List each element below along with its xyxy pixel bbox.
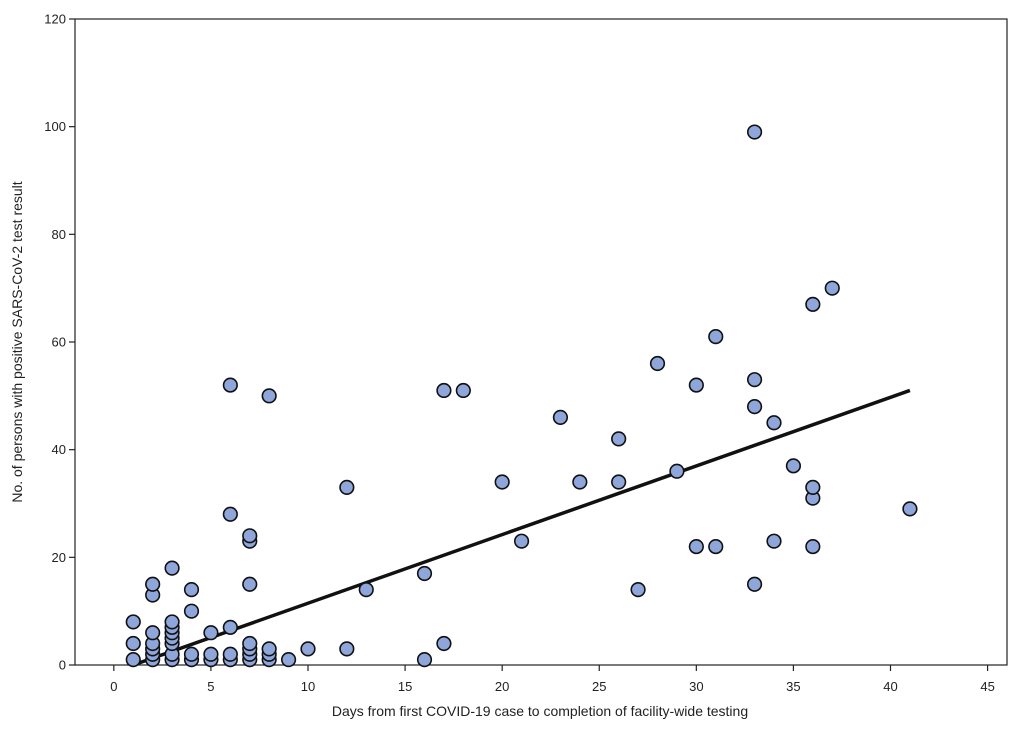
data-point	[222, 619, 238, 635]
x-tick-label: 25	[592, 679, 606, 694]
data-point	[183, 582, 200, 598]
data-point	[708, 538, 724, 555]
y-axis-label: No. of persons with positive SARS-CoV-2 …	[9, 181, 25, 502]
x-axis-ticks: 0 5 10 15 20 25 30 35 40 45	[110, 665, 995, 694]
data-point	[125, 652, 141, 668]
data-point	[261, 641, 277, 657]
data-point	[494, 474, 510, 490]
data-point	[358, 582, 374, 598]
x-tick-label: 0	[110, 679, 117, 694]
data-point	[222, 377, 238, 393]
data-point	[630, 582, 646, 598]
y-axis-ticks: 0 20 40 60 80 100 120	[44, 12, 75, 673]
data-point	[145, 625, 161, 641]
data-point	[222, 646, 238, 662]
data-point	[766, 533, 782, 549]
data-point	[513, 533, 530, 549]
data-points	[125, 124, 918, 668]
data-point	[611, 431, 627, 447]
data-point	[436, 382, 452, 399]
x-axis-label: Days from first COVID-19 case to complet…	[332, 703, 748, 719]
x-tick-label: 10	[301, 679, 315, 694]
data-point	[183, 603, 200, 619]
y-tick-label: 80	[52, 227, 66, 242]
data-point	[455, 382, 471, 399]
data-point	[125, 635, 141, 652]
y-tick-label: 60	[52, 335, 66, 350]
data-point	[902, 501, 918, 517]
y-tick-label: 40	[52, 442, 66, 457]
data-point	[572, 474, 588, 490]
data-point	[785, 458, 802, 474]
data-point	[125, 614, 141, 630]
data-point	[688, 538, 704, 555]
data-point	[222, 506, 238, 522]
trend-line	[132, 388, 911, 667]
x-tick-label: 35	[786, 679, 800, 694]
data-point	[746, 576, 763, 592]
data-point	[766, 415, 782, 431]
data-point	[746, 124, 763, 140]
data-point	[183, 646, 200, 662]
data-point	[242, 576, 258, 592]
data-point	[805, 479, 821, 495]
data-point	[436, 635, 452, 652]
x-tick-label: 15	[398, 679, 412, 694]
data-point	[416, 652, 433, 668]
data-point	[552, 409, 569, 425]
data-point	[611, 474, 627, 490]
x-tick-label: 45	[980, 679, 994, 694]
data-point	[164, 614, 180, 630]
data-point	[805, 538, 821, 555]
data-point	[300, 641, 316, 657]
data-point	[746, 399, 763, 415]
data-point	[805, 296, 821, 312]
y-tick-label: 100	[44, 119, 66, 134]
data-point	[242, 635, 258, 652]
data-point	[261, 388, 277, 404]
data-point	[339, 641, 355, 657]
data-point	[280, 652, 297, 668]
y-tick-label: 120	[44, 12, 66, 27]
data-point	[416, 565, 433, 582]
x-tick-label: 40	[883, 679, 897, 694]
data-point	[242, 528, 258, 544]
data-point	[824, 280, 840, 296]
x-tick-label: 5	[207, 679, 214, 694]
data-point	[649, 355, 666, 372]
data-point	[203, 646, 219, 662]
data-point	[145, 576, 161, 592]
data-point	[746, 372, 763, 388]
plot-frame	[74, 18, 1008, 666]
data-point	[688, 377, 704, 393]
data-point	[708, 329, 724, 345]
data-point	[669, 463, 685, 479]
y-tick-label: 0	[59, 658, 66, 673]
x-tick-label: 30	[689, 679, 703, 694]
data-point	[164, 560, 180, 576]
x-tick-label: 20	[495, 679, 509, 694]
y-tick-label: 20	[52, 550, 66, 565]
data-point	[339, 479, 355, 495]
data-point	[203, 625, 219, 641]
